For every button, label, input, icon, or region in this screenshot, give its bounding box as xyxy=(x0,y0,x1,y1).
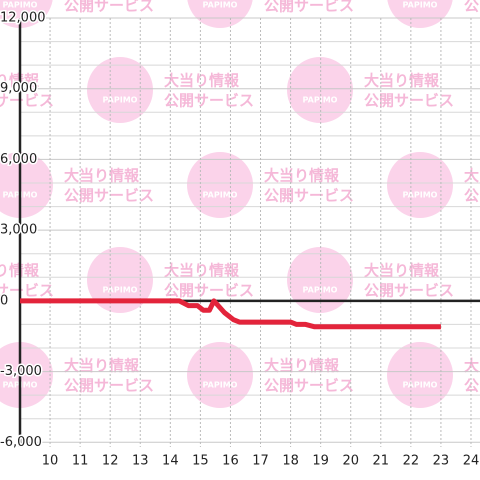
watermark-logo-text: PAPIMO xyxy=(3,1,38,10)
x-tick-label: 19 xyxy=(312,454,329,469)
x-tick-label: 15 xyxy=(192,454,209,469)
x-tick-label: 17 xyxy=(252,454,269,469)
watermark-text: 公開サービス xyxy=(64,377,154,395)
watermark-text: 公開サービス xyxy=(0,282,54,300)
watermark-text: 公開サービス xyxy=(464,187,480,205)
x-tick-label: 12 xyxy=(102,454,119,469)
watermark-text: 公開サービス xyxy=(364,282,454,300)
watermark-logo-text: PAPIMO xyxy=(103,96,138,105)
watermark-text: 大当り情報 xyxy=(464,167,480,185)
watermark-text: 大当り情報 xyxy=(164,262,240,280)
watermark-text: 公開サービス xyxy=(364,92,454,110)
watermark-logo xyxy=(387,0,453,28)
x-tick-label: 18 xyxy=(282,454,299,469)
watermark-text: 大当り情報 xyxy=(364,72,440,90)
watermark-logo xyxy=(0,152,53,218)
x-tick-label: 16 xyxy=(222,454,239,469)
watermark-logo xyxy=(287,247,353,313)
x-tick-label: 10 xyxy=(42,454,59,469)
watermark-text: 大当り情報 xyxy=(64,167,140,185)
watermark-logo xyxy=(87,57,153,123)
watermark-text: 公開サービス xyxy=(164,92,254,110)
watermark-logo-text: PAPIMO xyxy=(403,1,438,10)
line xyxy=(20,298,441,330)
watermark-logo-text: PAPIMO xyxy=(303,286,338,295)
watermark-text: 公開サービス xyxy=(164,282,254,300)
watermark-text: 大当り情報 xyxy=(164,72,240,90)
y-tick-label: 6,000 xyxy=(0,152,37,167)
watermark-text: 公開サービス xyxy=(64,0,154,15)
x-tick-label: 23 xyxy=(433,454,450,469)
watermark-logo-text: PAPIMO xyxy=(203,191,238,200)
watermark-logo-text: PAPIMO xyxy=(403,381,438,390)
x-tick-label: 13 xyxy=(132,454,149,469)
watermark-text: 大当り情報 xyxy=(464,357,480,375)
y-tick-label: 3,000 xyxy=(0,223,37,238)
x-tick-label: 24 xyxy=(463,454,480,469)
x-tick-label: 22 xyxy=(403,454,420,469)
watermark: PAPIMO大当り情報公開サービスPAPIMO大当り情報公開サービスPAPIMO… xyxy=(0,0,480,408)
watermark-text: 大当り情報 xyxy=(364,262,440,280)
watermark-logo-text: PAPIMO xyxy=(203,1,238,10)
y-tick-label: 12,000 xyxy=(0,11,46,26)
watermark-logo xyxy=(387,152,453,218)
watermark-text: 公開サービス xyxy=(0,92,54,110)
watermark-logo xyxy=(187,0,253,28)
x-tick-label: 14 xyxy=(162,454,179,469)
watermark-logo xyxy=(187,152,253,218)
watermark-logo-text: PAPIMO xyxy=(403,191,438,200)
y-tick-label: 0 xyxy=(0,293,8,308)
watermark-text: 大当り情報 xyxy=(264,167,340,185)
watermark-text: 公開サービス xyxy=(264,187,354,205)
watermark-text: 公開サービス xyxy=(464,377,480,395)
watermark-logo xyxy=(0,0,53,28)
watermark-logo xyxy=(287,57,353,123)
watermark-text: 公開サービス xyxy=(264,377,354,395)
watermark-logo-text: PAPIMO xyxy=(103,286,138,295)
watermark-text: 公開サービス xyxy=(264,0,354,15)
x-tick-label: 21 xyxy=(373,454,390,469)
watermark-logo-text: PAPIMO xyxy=(203,381,238,390)
y-tick-label: 9,000 xyxy=(0,81,37,96)
watermark-text: 大当り情報 xyxy=(64,357,140,375)
y-tick-label: -3,000 xyxy=(0,364,42,379)
watermark-text: 公開サービス xyxy=(464,0,480,15)
y-tick-label: -6,000 xyxy=(0,435,42,450)
x-tick-label: 20 xyxy=(342,454,359,469)
watermark-logo xyxy=(387,342,453,408)
watermark-logo-text: PAPIMO xyxy=(303,96,338,105)
watermark-logo xyxy=(0,342,53,408)
watermark-text: 公開サービス xyxy=(64,187,154,205)
watermark-logo xyxy=(187,342,253,408)
watermark-logo xyxy=(87,247,153,313)
x-tick-label: 11 xyxy=(72,454,89,469)
